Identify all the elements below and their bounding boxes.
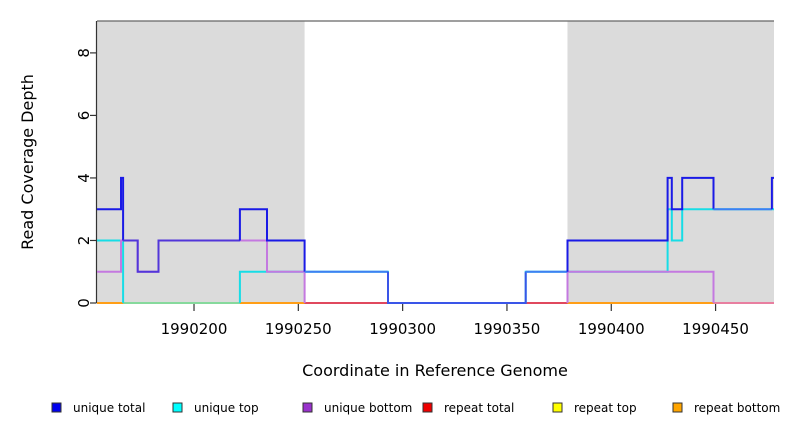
legend-label: repeat top — [574, 401, 637, 415]
coverage-line-segment — [566, 176, 715, 272]
axes: 0 2 4 6 8 1990200 1990250 1990300 1990350 1990400… — [75, 20, 774, 338]
x-tick-label: 1990400 — [578, 320, 645, 338]
legend-item-unique-total: unique total — [51, 401, 145, 415]
legend-label: repeat bottom — [694, 401, 780, 415]
legend-label: unique top — [194, 401, 259, 415]
legend-label: repeat total — [444, 401, 514, 415]
legend-item-repeat-bottom: repeat bottom — [672, 401, 780, 415]
legend-item-repeat-top: repeat top — [552, 401, 637, 415]
x-tick-label: 1990250 — [265, 320, 332, 338]
legend-label: unique bottom — [324, 401, 412, 415]
x-tick-label: 1990450 — [682, 320, 749, 338]
y-tick-label: 0 — [75, 298, 93, 308]
x-tick-label: 1990200 — [161, 320, 228, 338]
coverage-line-segment — [566, 270, 715, 303]
shaded-region — [567, 21, 774, 303]
legend-swatch — [172, 402, 183, 413]
shaded-regions — [97, 21, 774, 303]
legend-swatch — [302, 402, 313, 413]
legend-swatch — [672, 402, 683, 413]
y-tick-label: 2 — [75, 236, 93, 246]
y-tick-label: 4 — [75, 173, 93, 183]
legend-swatch — [422, 402, 433, 413]
x-axis-title: Coordinate in Reference Genome — [302, 361, 568, 380]
y-tick-label: 8 — [75, 48, 93, 58]
shaded-region — [97, 21, 305, 303]
coverage-line-segment — [387, 271, 527, 304]
legend-label: unique total — [73, 401, 145, 415]
coverage-line-segment — [770, 176, 774, 210]
x-tick-label: 1990300 — [369, 320, 436, 338]
coverage-lines — [97, 176, 774, 304]
legend: unique total unique top unique bottom repea… — [51, 401, 780, 415]
legend-item-repeat-total: repeat total — [422, 401, 514, 415]
legend-item-unique-bottom: unique bottom — [302, 401, 412, 415]
legend-swatch — [552, 402, 563, 413]
coverage-line-segment — [97, 176, 125, 241]
coverage-line-segment — [123, 239, 240, 273]
legend-swatch — [51, 402, 62, 413]
x-tick-label: 1990350 — [474, 320, 541, 338]
coverage-line-segment — [238, 208, 306, 272]
legend-item-unique-top: unique top — [172, 401, 259, 415]
y-axis-title: Read Coverage Depth — [18, 74, 37, 250]
y-tick-label: 6 — [75, 111, 93, 121]
